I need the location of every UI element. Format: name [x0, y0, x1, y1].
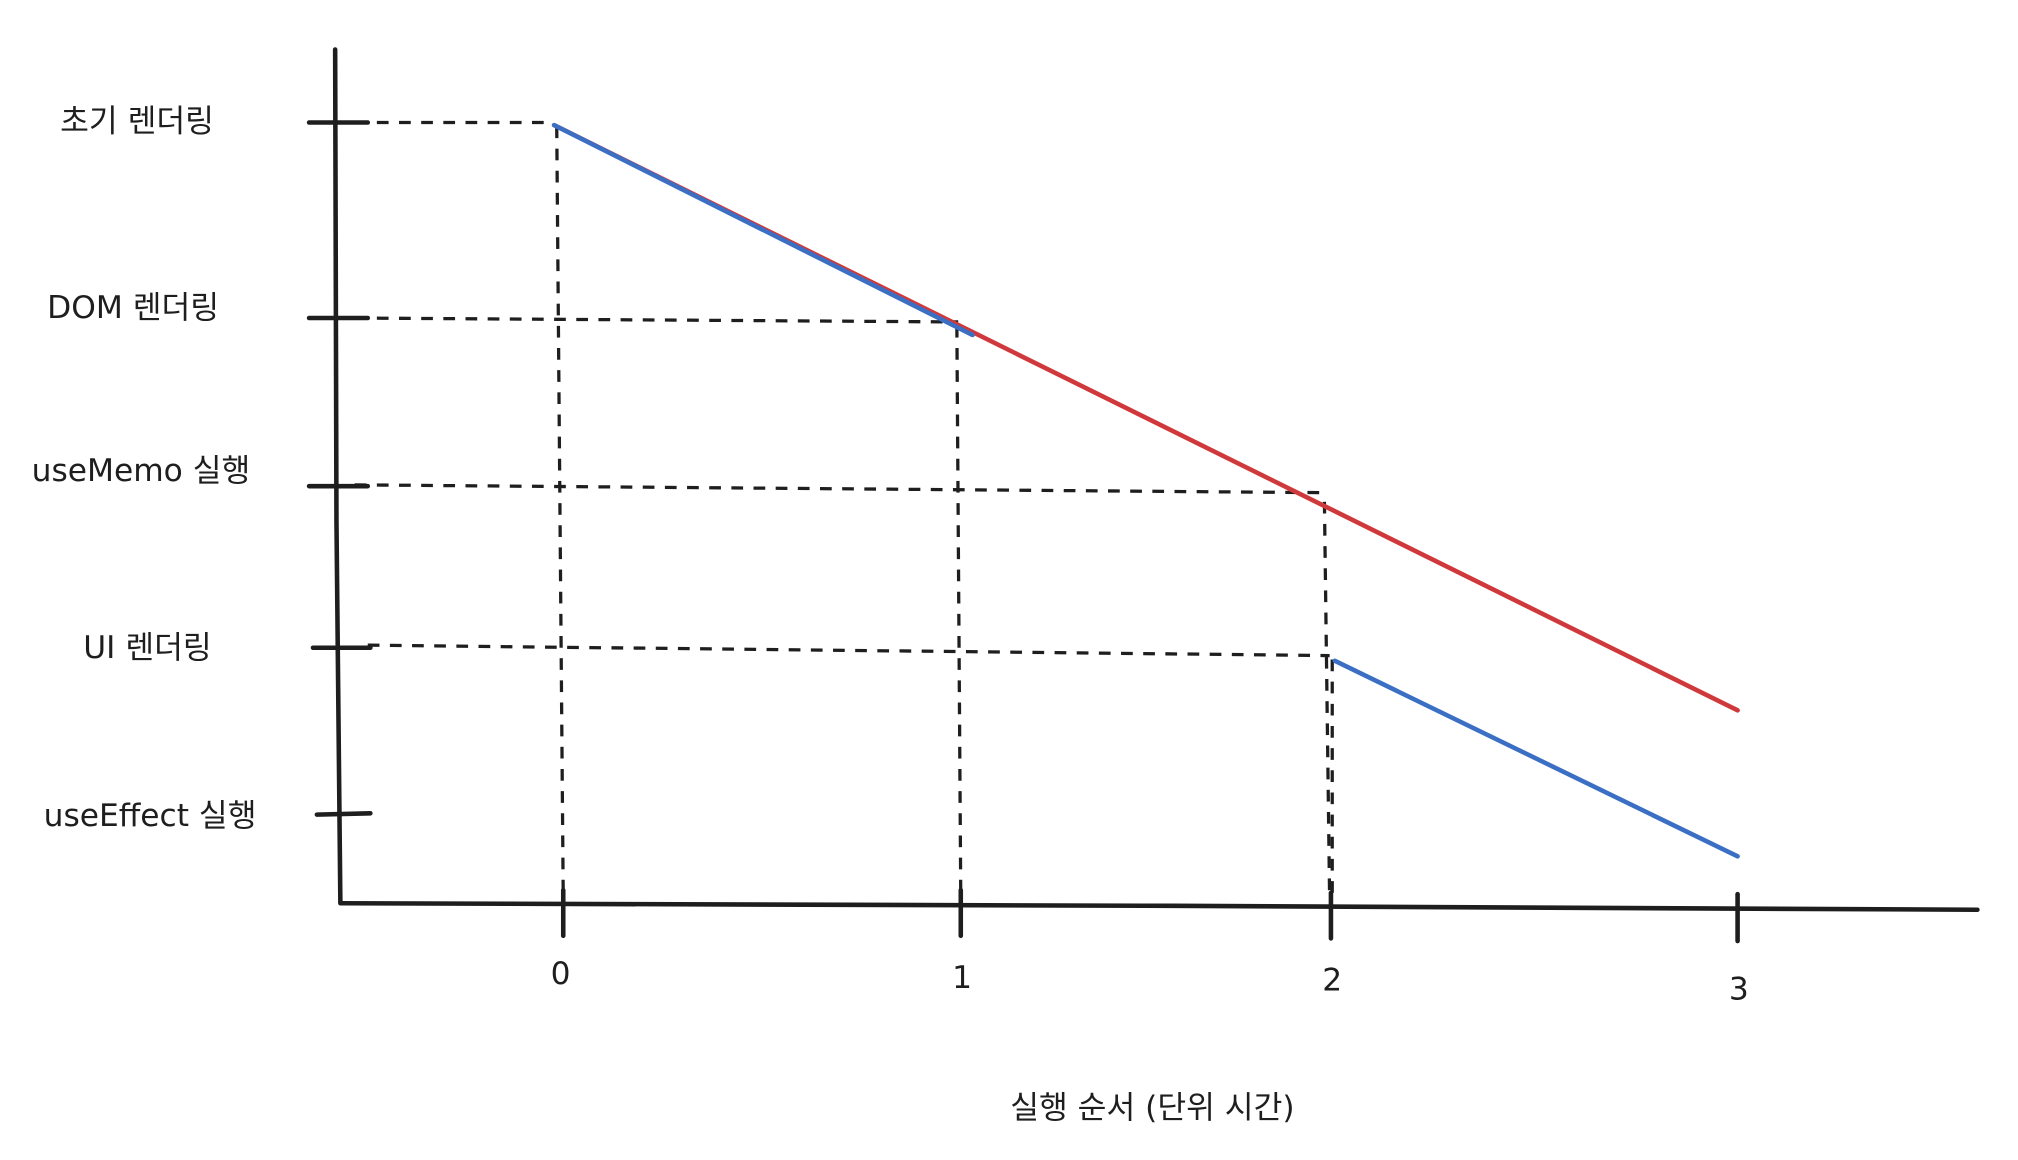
- y-label: UI 렌더링: [83, 630, 211, 666]
- guides: [354, 120, 1334, 900]
- blue-line: [551, 122, 975, 338]
- y-label: useEffect 실행: [44, 798, 257, 834]
- x-axis: [339, 900, 1980, 913]
- blue-line: [1332, 658, 1740, 859]
- y-label: 초기 렌더링: [60, 104, 214, 140]
- x-label: 1: [952, 960, 972, 996]
- guide: [354, 316, 959, 324]
- y-label: DOM 렌더링: [47, 290, 219, 326]
- x-axis-title: 실행 순서 (단위 시간): [1010, 1090, 1294, 1126]
- y-axis: [332, 47, 343, 906]
- guide: [955, 325, 963, 900]
- x-label: 2: [1322, 962, 1342, 998]
- guide: [367, 643, 1330, 658]
- x-ticks: [560, 887, 1740, 944]
- x-label: 3: [1729, 972, 1749, 1008]
- guide: [555, 126, 565, 900]
- y-tick: [314, 811, 373, 817]
- guide: [1322, 501, 1332, 900]
- x-label: 0: [551, 956, 571, 992]
- y-label: useMemo 실행: [32, 453, 251, 489]
- guide: [354, 483, 1324, 495]
